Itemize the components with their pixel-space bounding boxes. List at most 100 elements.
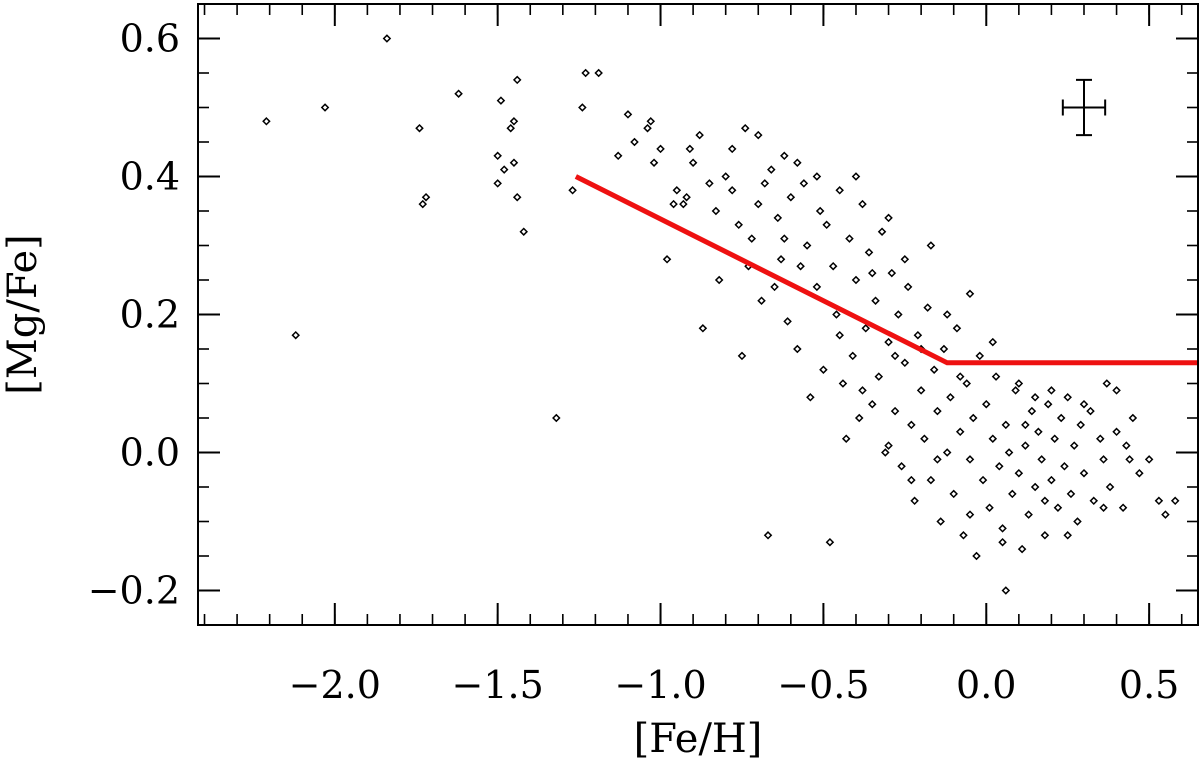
data-point: [861, 324, 871, 333]
data-point: [763, 531, 773, 540]
data-point: [806, 393, 815, 402]
data-point: [854, 413, 864, 423]
data-point: [1063, 393, 1072, 402]
data-point: [630, 137, 639, 147]
data-point: [1102, 379, 1112, 388]
data-point: [995, 462, 1004, 471]
data-point: [822, 220, 831, 230]
data-point: [1112, 386, 1121, 395]
data-point: [1030, 393, 1040, 402]
data-point: [780, 234, 789, 243]
data-point: [939, 344, 949, 354]
data-point: [1030, 482, 1040, 492]
data-point: [737, 351, 747, 361]
x-tick-label: 0.0: [956, 663, 1016, 707]
data-point: [1053, 503, 1063, 512]
data-point: [1011, 386, 1020, 395]
data-point: [884, 337, 893, 347]
data-point: [933, 406, 942, 416]
data-point: [916, 386, 926, 395]
data-point: [858, 199, 867, 209]
data-point: [907, 475, 916, 485]
data-point: [721, 172, 730, 181]
data-point: [1105, 482, 1115, 492]
data-point: [1001, 420, 1011, 430]
data-point: [949, 489, 958, 499]
data-point: [512, 192, 522, 202]
data-point: [1073, 517, 1082, 526]
data-point: [965, 455, 975, 464]
data-point: [868, 399, 877, 409]
data-point: [975, 351, 985, 361]
data-point: [871, 296, 880, 305]
data-point: [1112, 427, 1121, 437]
data-point: [868, 268, 877, 278]
data-point: [568, 186, 577, 195]
data-point: [727, 144, 737, 154]
data-point: [890, 406, 900, 416]
data-point: [907, 420, 916, 430]
data-point: [649, 158, 659, 167]
data-point: [955, 372, 965, 381]
data-point: [1089, 496, 1099, 506]
data-point: [793, 344, 802, 354]
data-point: [662, 255, 672, 264]
data-point: [594, 68, 603, 78]
data-point: [900, 358, 910, 368]
data-point: [988, 434, 998, 443]
data-point: [773, 213, 783, 223]
y-tick-label: 0.0: [120, 431, 180, 475]
data-point: [1047, 386, 1056, 395]
data-point: [643, 123, 652, 133]
data-point: [1063, 531, 1072, 540]
data-point: [552, 413, 561, 423]
data-point: [767, 165, 776, 174]
data-point: [858, 386, 867, 395]
data-point: [418, 199, 428, 209]
y-tick-label: −0.2: [88, 569, 180, 613]
data-point: [802, 241, 812, 250]
data-point: [913, 330, 923, 340]
data-point: [884, 441, 893, 450]
data-point: [926, 475, 936, 485]
y-axis-label: [Mg/Fe]: [0, 234, 46, 395]
data-point: [578, 103, 587, 112]
data-point: [1014, 468, 1024, 478]
data-point: [506, 123, 515, 133]
data-point: [959, 531, 968, 540]
data-point: [421, 192, 431, 202]
data-point: [1079, 399, 1089, 409]
data-point: [1047, 475, 1056, 485]
data-point: [1066, 489, 1076, 499]
data-point: [910, 496, 919, 506]
data-point: [688, 158, 698, 167]
data-point: [897, 462, 906, 471]
data-point: [900, 255, 910, 264]
data-point: [770, 282, 779, 292]
data-point: [1017, 544, 1027, 554]
data-point: [646, 117, 656, 126]
error-bar: [1061, 78, 1107, 137]
data-point: [835, 186, 844, 195]
data-point: [698, 324, 708, 333]
data-point: [754, 130, 763, 140]
data-point: [962, 379, 971, 388]
data-point: [320, 103, 330, 112]
data-point: [1008, 489, 1017, 499]
data-point: [793, 158, 802, 167]
data-point: [812, 172, 822, 181]
data-point: [1099, 503, 1108, 512]
data-point: [942, 310, 952, 319]
data-point: [672, 186, 682, 195]
data-point: [1024, 510, 1033, 519]
data-point: [998, 524, 1007, 533]
data-points: [262, 34, 1180, 595]
data-point: [998, 537, 1007, 547]
data-point: [679, 199, 688, 209]
data-point: [1076, 420, 1086, 430]
data-point: [864, 248, 874, 257]
data-point: [890, 351, 900, 361]
x-tick-label: −2.0: [289, 663, 381, 707]
data-point: [968, 413, 978, 423]
data-point: [512, 75, 522, 85]
